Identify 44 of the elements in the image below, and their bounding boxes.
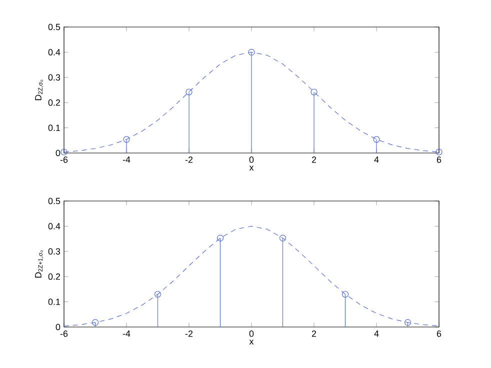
y-tick-label: 0.2: [48, 273, 60, 280]
point: [248, 48, 255, 56]
point: [373, 136, 380, 143]
point: [154, 290, 162, 298]
point: [404, 319, 412, 326]
point: [279, 234, 286, 242]
y-tick-label: 0.2: [48, 99, 60, 106]
x-tick-label: 6: [436, 330, 442, 337]
point: [60, 148, 68, 156]
x-tick-label: 4: [374, 330, 379, 337]
x-tick-label: 0: [249, 156, 254, 163]
y-tick-label: 0.5: [48, 24, 60, 30]
y-tick-label: 0.3: [48, 74, 60, 81]
x-axis-title: x: [249, 340, 254, 344]
point: [123, 136, 130, 143]
y-tick-label: 0: [56, 150, 60, 156]
x-tick-label: 2: [312, 330, 316, 337]
x-tick-label: 2: [312, 156, 316, 163]
point: [186, 88, 192, 96]
point: [310, 88, 318, 96]
point: [216, 234, 224, 242]
y-tick-label: 0.1: [48, 298, 60, 305]
point: [436, 148, 442, 156]
x-tick-label: -2: [185, 330, 193, 337]
x-tick-label: -2: [185, 156, 193, 163]
x-tick-label: -4: [122, 156, 130, 163]
y-tick-label: 0.3: [48, 248, 60, 255]
x-axis-title: x: [249, 166, 254, 170]
x-tick-label: 4: [374, 156, 379, 163]
x-tick-label: -6: [60, 330, 68, 337]
point: [342, 290, 349, 298]
x-tick-label: 6: [436, 156, 442, 163]
y-tick-label: 0.4: [48, 49, 60, 56]
y-tick-label: 0.4: [48, 223, 60, 230]
y-tick-label: 0.1: [48, 124, 60, 131]
point: [92, 319, 99, 326]
x-tick-label: 0: [249, 330, 254, 337]
line-series: [64, 226, 440, 326]
x-tick-label: -6: [60, 156, 68, 163]
y-tick-label: 0.5: [48, 198, 60, 204]
y-axis-title: D$_{2Z,σ₀}$: [35, 80, 44, 100]
x-tick-label: -4: [122, 330, 130, 337]
y-axis-title: D$_{2Z+1,σ₀}$: [35, 250, 44, 278]
y-tick-label: 0: [56, 324, 60, 330]
